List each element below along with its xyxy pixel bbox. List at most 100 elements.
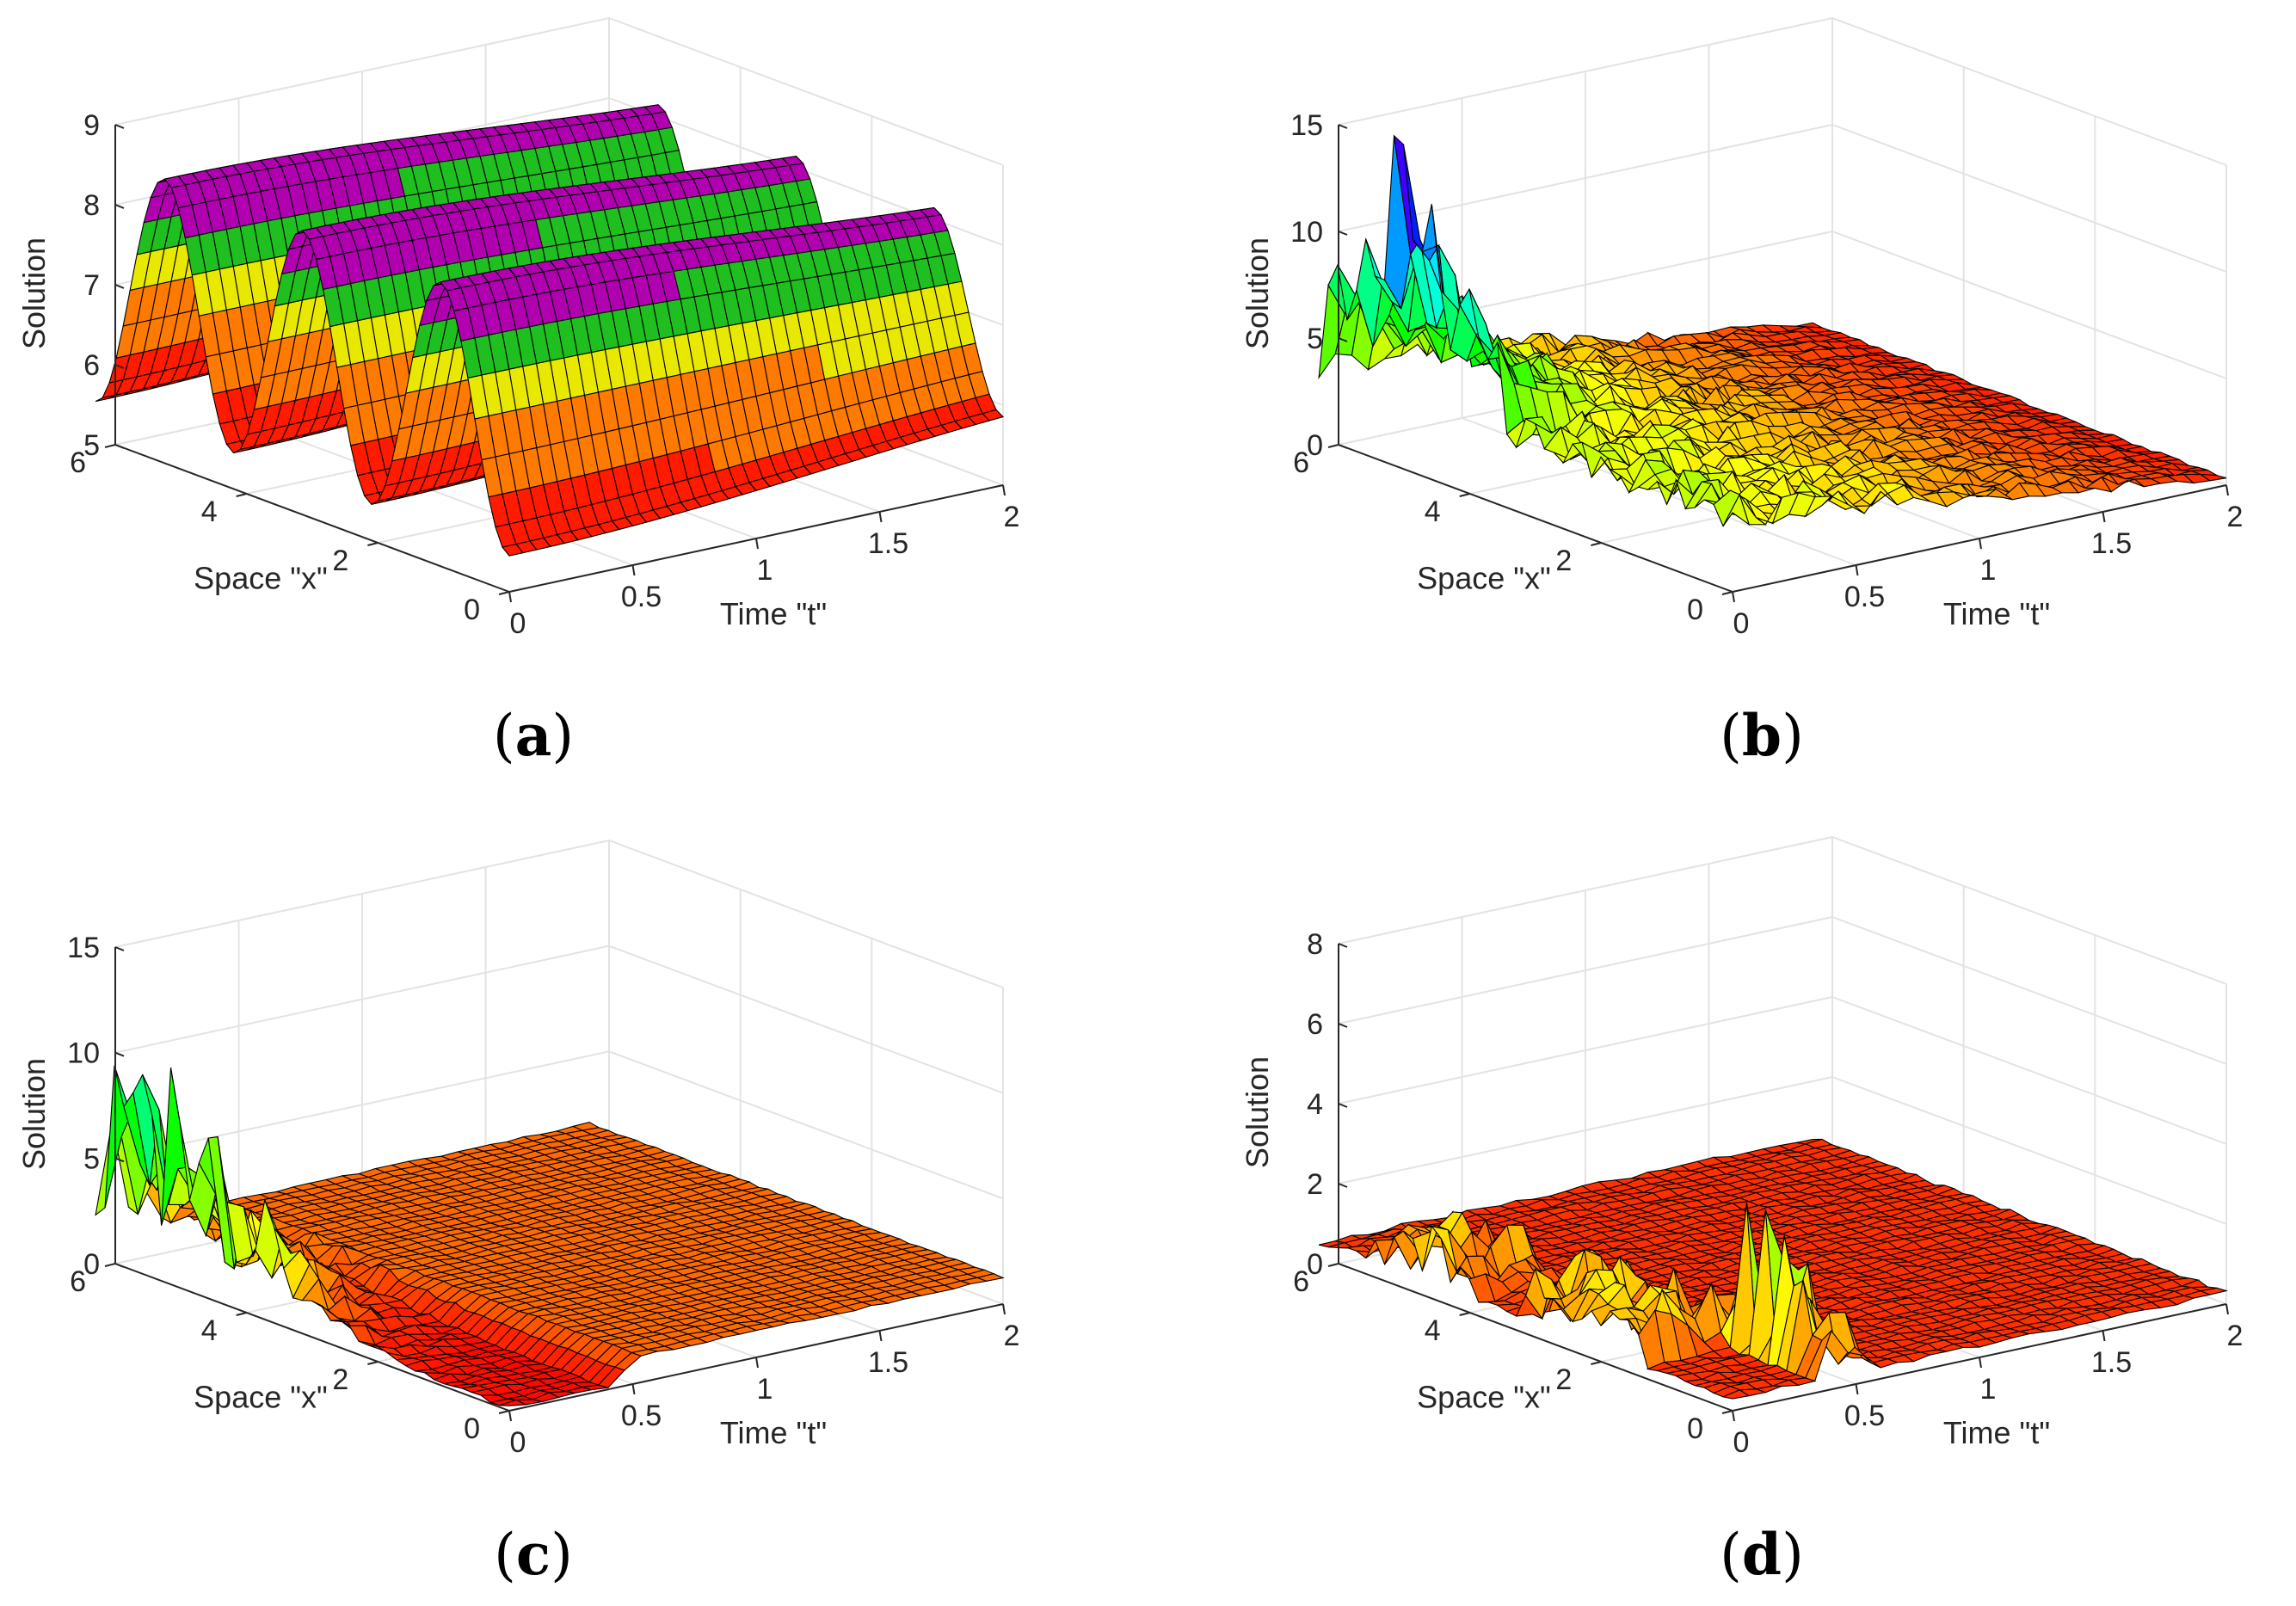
x-tick-mark xyxy=(1591,542,1602,546)
x-tick-mark xyxy=(367,542,379,546)
x-tick-label: 2 xyxy=(1555,545,1572,577)
surface xyxy=(1318,134,2227,527)
t-tick-label: 0 xyxy=(510,607,526,640)
z-tick-label: 6 xyxy=(83,349,100,382)
z-tick-label: 8 xyxy=(83,189,100,222)
x-tick-label: 0 xyxy=(464,594,480,626)
t-tick-label: 2 xyxy=(1004,1320,1020,1352)
surface xyxy=(95,104,1005,557)
z-tick-label: 5 xyxy=(83,429,100,462)
x-tick-label: 6 xyxy=(1293,446,1309,479)
t-tick-label: 0 xyxy=(1733,607,1750,640)
z-tick-label: 10 xyxy=(67,1037,100,1070)
grid-line xyxy=(114,945,1004,1094)
x-axis-line xyxy=(114,444,510,593)
z-tick-label: 5 xyxy=(1307,323,1323,355)
surface-patch xyxy=(502,544,524,557)
t-tick-mark xyxy=(1732,591,1735,603)
grid-line xyxy=(114,16,1004,166)
surface xyxy=(95,1065,1005,1406)
t-tick-mark xyxy=(631,564,636,576)
x-tick-label: 2 xyxy=(332,1363,348,1396)
t-axis-label: Time "t" xyxy=(720,1415,827,1450)
x-axis-label: Space "x" xyxy=(194,1380,328,1415)
x-tick-mark xyxy=(1721,591,1733,595)
panel-label: (a) xyxy=(493,702,574,769)
z-tick-mark xyxy=(114,946,125,951)
t-tick-mark xyxy=(1002,1303,1006,1315)
t-tick-mark xyxy=(878,1330,883,1342)
t-tick-label: 2 xyxy=(2227,501,2244,533)
t-tick-mark xyxy=(508,1410,512,1422)
z-tick-mark xyxy=(114,364,125,369)
z-tick-mark xyxy=(114,284,125,289)
z-tick-mark xyxy=(114,1051,125,1057)
t-tick-label: 1.5 xyxy=(868,527,908,560)
t-tick-mark xyxy=(755,1357,759,1369)
t-axis-label: Time "t" xyxy=(1943,596,2050,631)
z-tick-mark xyxy=(114,1263,125,1268)
t-tick-label: 0.5 xyxy=(621,581,662,613)
t-tick-mark xyxy=(1979,538,1982,550)
x-tick-label: 0 xyxy=(464,1412,480,1445)
grid-line xyxy=(114,839,1004,988)
t-tick-label: 1 xyxy=(1980,554,1997,587)
x-tick-label: 6 xyxy=(70,1265,86,1298)
t-tick-mark xyxy=(2102,511,2106,523)
z-axis-label: Solution xyxy=(1240,237,1275,349)
x-tick-label: 6 xyxy=(70,446,86,479)
grid-line xyxy=(1338,230,2227,379)
t-tick-mark xyxy=(1002,484,1006,496)
x-axis-label: Space "x" xyxy=(194,561,328,596)
x-tick-mark xyxy=(498,591,510,595)
t-tick-label: 1 xyxy=(757,1373,773,1406)
x-tick-mark xyxy=(104,444,116,448)
z-tick-mark xyxy=(114,204,125,209)
x-tick-mark xyxy=(1327,444,1339,448)
t-tick-mark xyxy=(508,591,512,603)
grid-line xyxy=(1338,995,2227,1145)
t-tick-mark xyxy=(2225,484,2229,496)
t-tick-label: 1.5 xyxy=(868,1346,908,1379)
z-tick-label: 5 xyxy=(83,1142,100,1175)
t-axis-label: Time "t" xyxy=(720,596,827,631)
z-tick-mark xyxy=(1338,124,1348,129)
grid-line xyxy=(1338,915,2227,1065)
z-tick-label: 9 xyxy=(83,109,100,142)
panel-label: (c) xyxy=(494,1521,573,1588)
x-tick-mark xyxy=(1459,493,1470,497)
grid-line xyxy=(1462,417,1856,566)
z-tick-mark xyxy=(114,444,125,449)
x-tick-label: 2 xyxy=(332,545,348,577)
z-tick-label: 7 xyxy=(83,269,100,302)
x-tick-mark xyxy=(236,493,247,497)
z-tick-mark xyxy=(1338,444,1348,449)
x-tick-label: 0 xyxy=(1687,594,1703,626)
t-tick-mark xyxy=(1855,564,1859,576)
t-tick-label: 1 xyxy=(757,554,773,587)
x-tick-mark xyxy=(367,1361,379,1365)
z-axis-label: Solution xyxy=(16,1058,52,1170)
grid-line xyxy=(1338,16,2227,166)
t-tick-label: 2 xyxy=(1004,501,1020,533)
z-tick-label: 15 xyxy=(67,932,100,964)
x-tick-label: 4 xyxy=(201,1314,218,1347)
x-tick-mark xyxy=(236,1312,247,1316)
z-tick-label: 15 xyxy=(1290,109,1323,142)
z-axis-label: Solution xyxy=(16,237,52,349)
z-tick-mark xyxy=(1338,231,1348,236)
panel-label: (b) xyxy=(1720,702,1804,769)
x-axis-label: Space "x" xyxy=(1417,561,1551,596)
x-tick-label: 4 xyxy=(201,495,218,528)
t-tick-mark xyxy=(631,1383,636,1395)
x-tick-mark xyxy=(104,1263,116,1267)
t-tick-label: 0.5 xyxy=(1844,581,1885,613)
t-tick-label: 1.5 xyxy=(2091,527,2132,560)
x-tick-label: 4 xyxy=(1425,495,1441,528)
